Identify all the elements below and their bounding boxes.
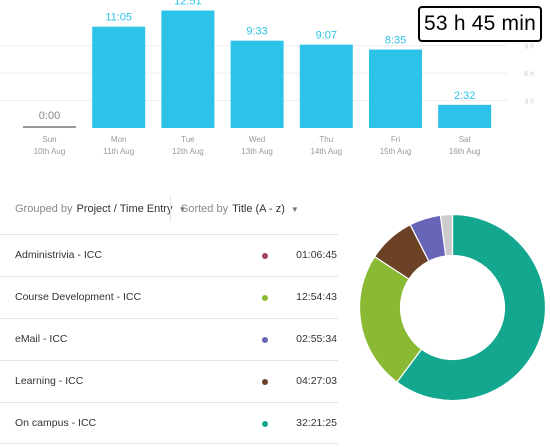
sort-by-dropdown[interactable]: Sorted by Title (A - z) ▼ xyxy=(181,203,299,215)
x-day-label: Wed xyxy=(249,135,265,144)
x-day-label: Thu xyxy=(319,135,333,144)
entry-duration: 02:55:34 xyxy=(296,333,337,345)
x-date-label: 14th Aug xyxy=(311,147,343,156)
x-day-label: Tue xyxy=(181,135,195,144)
x-date-label: 13th Aug xyxy=(241,147,273,156)
color-dot-icon xyxy=(262,337,268,343)
bar-value-label: 0:00 xyxy=(39,110,60,122)
color-dot-icon xyxy=(262,421,268,427)
group-by-value: Project / Time Entry xyxy=(76,203,173,215)
bar[interactable] xyxy=(230,40,284,128)
y-tick-label: 6 h xyxy=(524,71,534,78)
project-donut-chart xyxy=(358,213,547,402)
x-date-label: 16th Aug xyxy=(449,147,481,156)
entry-title: On campus - ICC xyxy=(15,417,97,429)
bar[interactable] xyxy=(92,26,146,128)
list-item[interactable]: On campus - ICC 32:21:25 xyxy=(0,402,338,444)
list-item[interactable]: eMail - ICC 02:55:34 xyxy=(0,318,338,360)
entry-duration: 01:06:45 xyxy=(296,249,337,261)
y-tick-label: 9 h xyxy=(524,44,534,51)
entry-duration: 32:21:25 xyxy=(296,417,337,429)
donut-slice[interactable] xyxy=(396,213,547,402)
entry-title: eMail - ICC xyxy=(15,333,68,345)
bar[interactable] xyxy=(299,44,353,128)
x-date-label: 12th Aug xyxy=(172,147,204,156)
daily-bar-chart: 3 h 6 h 9 h 0:00 Sun 10th Aug 11:05 Mon 11th Aug… xyxy=(0,0,534,156)
x-day-label: Mon xyxy=(111,135,127,144)
chevron-down-icon: ▼ xyxy=(290,204,299,214)
entry-title: Administrivia - ICC xyxy=(15,249,102,261)
entry-title: Learning - ICC xyxy=(15,375,84,387)
group-by-dropdown[interactable]: Grouped by Project / Time Entry ▼ xyxy=(15,203,186,215)
bar-value-label: 2:32 xyxy=(454,90,475,102)
entry-title: Course Development - ICC xyxy=(15,291,142,303)
entry-duration: 04:27:03 xyxy=(296,375,337,387)
list-item[interactable]: Administrivia - ICC 01:06:45 xyxy=(0,234,338,276)
y-tick-label: 3 h xyxy=(524,99,534,106)
color-dot-icon xyxy=(262,295,268,301)
x-day-label: Sat xyxy=(459,135,472,144)
total-time-badge: 53 h 45 min xyxy=(418,6,542,42)
bar-value-label: 8:35 xyxy=(385,35,406,47)
bar[interactable] xyxy=(438,104,492,128)
x-date-label: 15th Aug xyxy=(380,147,412,156)
bar-value-label: 11:05 xyxy=(105,12,132,24)
sort-by-value: Title (A - z) xyxy=(232,203,285,215)
x-date-label: 10th Aug xyxy=(34,147,66,156)
bar-value-label: 9:33 xyxy=(246,26,267,38)
bar[interactable] xyxy=(161,10,215,129)
group-by-prefix: Grouped by xyxy=(15,203,73,215)
donut-slice[interactable] xyxy=(439,213,454,257)
entry-duration: 12:54:43 xyxy=(296,291,337,303)
x-day-label: Sun xyxy=(42,135,56,144)
bar[interactable] xyxy=(23,126,76,128)
bar[interactable] xyxy=(369,49,422,128)
list-item[interactable]: Learning - ICC 04:27:03 xyxy=(0,360,338,402)
list-item[interactable]: Course Development - ICC 12:54:43 xyxy=(0,276,338,318)
x-day-label: Fri xyxy=(391,135,401,144)
bar-value-label: 12:51 xyxy=(174,0,202,8)
sort-by-prefix: Sorted by xyxy=(181,203,229,215)
color-dot-icon xyxy=(262,379,268,385)
x-date-label: 11th Aug xyxy=(103,147,134,156)
report-toolbar: Grouped by Project / Time Entry ▼ Sorted… xyxy=(0,196,340,222)
color-dot-icon xyxy=(262,253,268,259)
toolbar-divider xyxy=(170,196,171,222)
chevron-down-icon: ▼ xyxy=(178,204,187,214)
time-entry-list: Administrivia - ICC 01:06:45 Course Deve… xyxy=(0,234,338,444)
bar-value-label: 9:07 xyxy=(316,30,337,42)
